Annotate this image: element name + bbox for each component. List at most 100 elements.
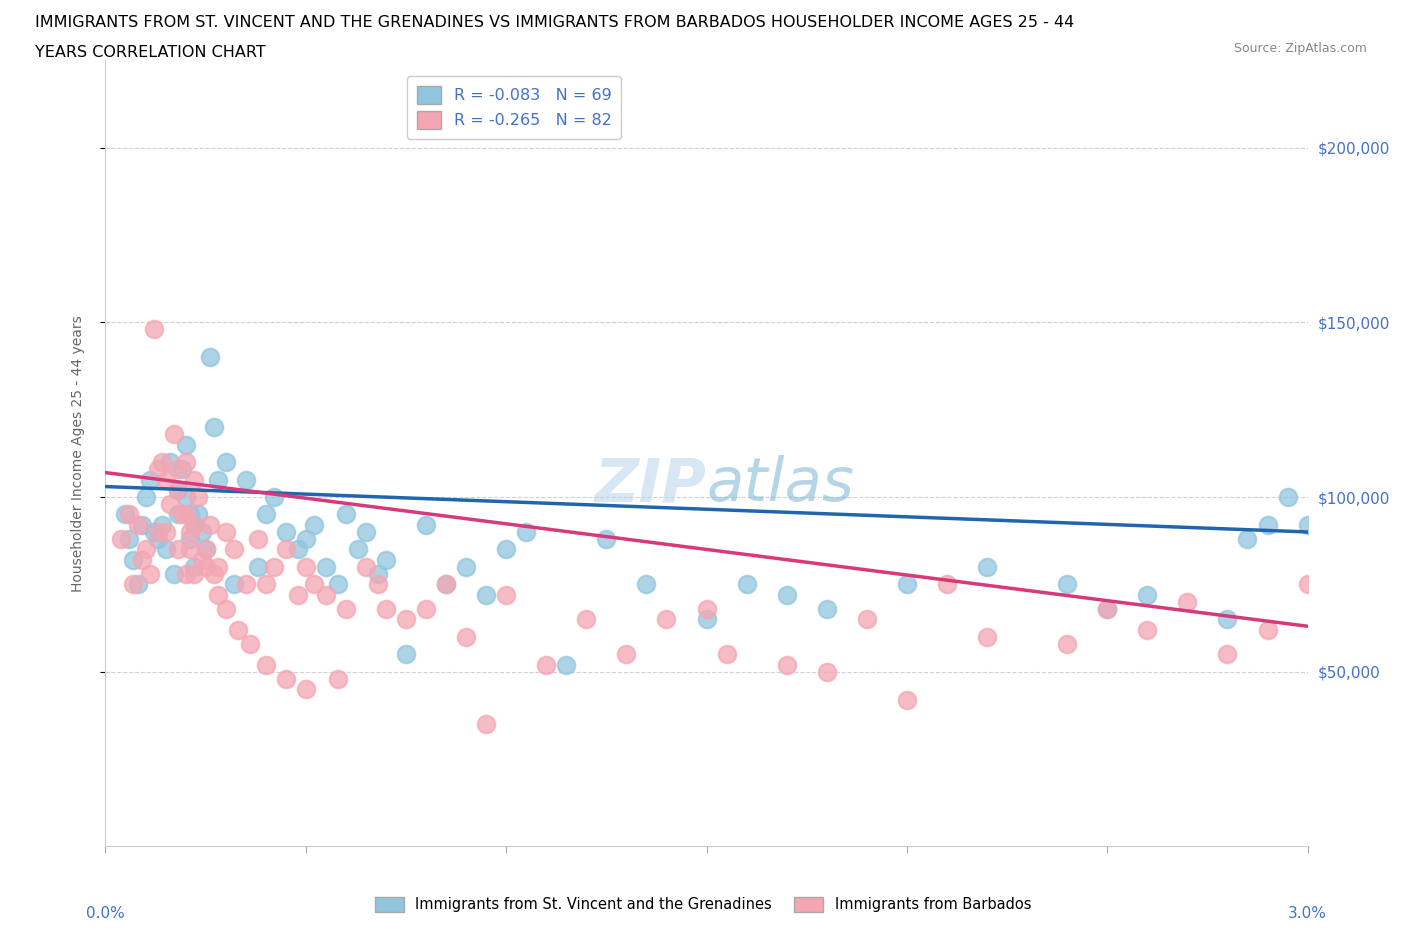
Legend: R = -0.083   N = 69, R = -0.265   N = 82: R = -0.083 N = 69, R = -0.265 N = 82 xyxy=(408,76,621,139)
Point xyxy=(374,602,396,617)
Point xyxy=(138,566,160,581)
Point xyxy=(166,483,188,498)
Point xyxy=(575,612,598,627)
Point xyxy=(1136,622,1159,637)
Point xyxy=(187,507,209,522)
Point xyxy=(179,532,201,547)
Point xyxy=(127,517,149,532)
Point xyxy=(815,602,838,617)
Point xyxy=(183,560,205,575)
Point xyxy=(155,472,177,487)
Point xyxy=(395,646,418,661)
Point xyxy=(118,507,141,522)
Point xyxy=(174,437,197,452)
Point xyxy=(263,560,285,575)
Point xyxy=(159,455,181,470)
Text: Source: ZipAtlas.com: Source: ZipAtlas.com xyxy=(1233,42,1367,55)
Point xyxy=(254,507,277,522)
Point xyxy=(194,542,217,557)
Point xyxy=(207,472,229,487)
Point xyxy=(131,552,153,567)
Point xyxy=(855,612,877,627)
Point xyxy=(179,542,201,557)
Point xyxy=(114,507,136,522)
Text: ZIP: ZIP xyxy=(595,456,707,514)
Point xyxy=(415,517,437,532)
Point xyxy=(294,682,316,697)
Point xyxy=(246,532,269,547)
Point xyxy=(655,612,678,627)
Point xyxy=(174,489,197,504)
Point xyxy=(294,532,316,547)
Point xyxy=(194,542,217,557)
Point xyxy=(1056,577,1078,591)
Point xyxy=(1097,602,1119,617)
Point xyxy=(214,455,236,470)
Point xyxy=(1236,532,1258,547)
Point xyxy=(695,612,717,627)
Point xyxy=(1056,636,1078,651)
Point xyxy=(695,602,717,617)
Point xyxy=(194,560,217,575)
Point xyxy=(162,566,184,581)
Point xyxy=(354,525,377,539)
Point xyxy=(1216,612,1239,627)
Point xyxy=(287,588,309,603)
Point xyxy=(135,542,157,557)
Point xyxy=(179,525,201,539)
Point xyxy=(1216,646,1239,661)
Point xyxy=(534,658,557,672)
Point xyxy=(118,532,141,547)
Point xyxy=(235,472,257,487)
Point xyxy=(150,517,173,532)
Point xyxy=(166,483,188,498)
Point xyxy=(226,622,249,637)
Point xyxy=(190,552,212,567)
Point xyxy=(162,427,184,442)
Point xyxy=(254,658,277,672)
Point xyxy=(146,532,169,547)
Point xyxy=(395,612,418,627)
Point xyxy=(454,560,477,575)
Text: 0.0%: 0.0% xyxy=(86,906,125,921)
Point xyxy=(166,507,188,522)
Point xyxy=(142,525,165,539)
Point xyxy=(374,552,396,567)
Point xyxy=(183,472,205,487)
Point xyxy=(183,517,205,532)
Point xyxy=(1296,517,1319,532)
Point xyxy=(179,507,201,522)
Point xyxy=(636,577,658,591)
Point xyxy=(1296,577,1319,591)
Point xyxy=(174,455,197,470)
Text: 3.0%: 3.0% xyxy=(1288,906,1327,921)
Point xyxy=(815,664,838,679)
Point xyxy=(274,525,297,539)
Point xyxy=(174,566,197,581)
Point xyxy=(716,646,738,661)
Point xyxy=(274,671,297,686)
Point xyxy=(367,566,389,581)
Point xyxy=(776,588,799,603)
Text: atlas: atlas xyxy=(707,456,855,514)
Point xyxy=(735,577,758,591)
Y-axis label: Householder Income Ages 25 - 44 years: Householder Income Ages 25 - 44 years xyxy=(70,315,84,591)
Point xyxy=(1136,588,1159,603)
Point xyxy=(110,532,132,547)
Point xyxy=(287,542,309,557)
Point xyxy=(896,692,918,707)
Point xyxy=(454,630,477,644)
Point xyxy=(1256,517,1278,532)
Point xyxy=(174,507,197,522)
Point xyxy=(222,542,245,557)
Point xyxy=(434,577,457,591)
Point xyxy=(214,602,236,617)
Point xyxy=(302,517,325,532)
Point xyxy=(367,577,389,591)
Point xyxy=(254,577,277,591)
Point xyxy=(354,560,377,575)
Point xyxy=(202,419,225,434)
Point xyxy=(1256,622,1278,637)
Point xyxy=(335,602,357,617)
Point xyxy=(155,542,177,557)
